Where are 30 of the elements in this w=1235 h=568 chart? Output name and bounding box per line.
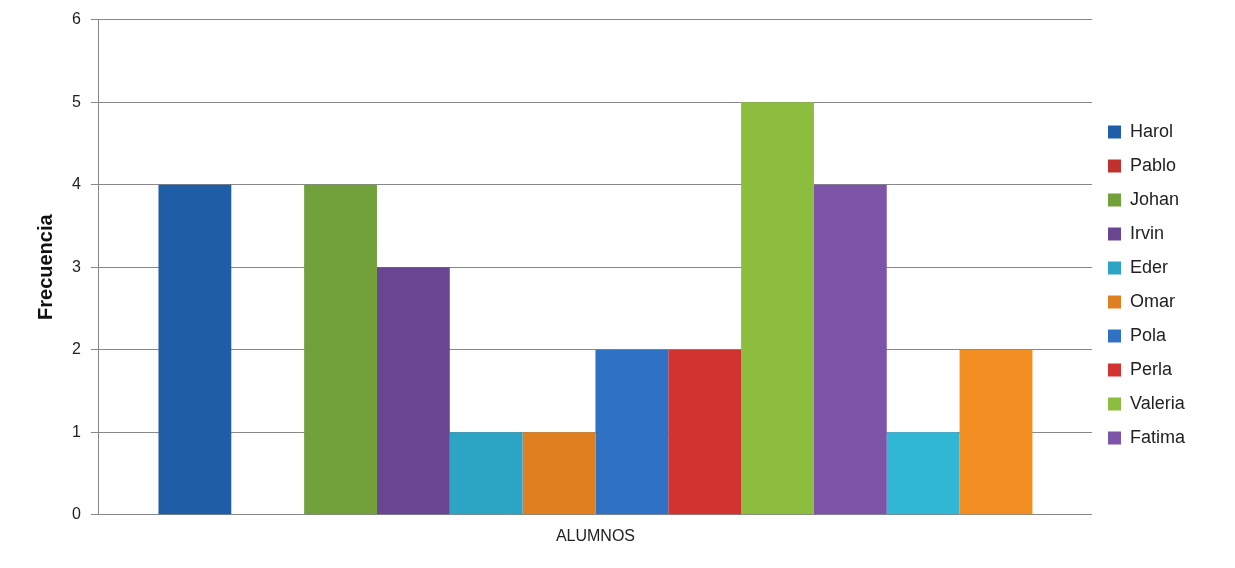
legend-label: Fatima (1129, 426, 1186, 447)
bar (522, 432, 596, 515)
legend-label: Pola (1129, 324, 1167, 345)
legend-label: Johan (1129, 188, 1180, 209)
y-tick-label: 6 (71, 10, 81, 28)
bar (376, 267, 450, 515)
legend-label: Omar (1129, 290, 1175, 311)
bar (741, 102, 814, 515)
y-tick-label: 1 (71, 422, 81, 440)
bar (668, 349, 742, 515)
bar (595, 349, 669, 515)
y-tick-label: 0 (71, 505, 81, 523)
legend-label: Irvin (1129, 222, 1164, 243)
bar (304, 184, 377, 515)
bar (813, 184, 887, 515)
bar (449, 432, 523, 515)
bar (158, 184, 232, 515)
y-axis-title: Frecuencia (33, 213, 56, 320)
legend-label: Perla (1129, 358, 1173, 379)
bar (959, 349, 1033, 515)
legend-label: Pablo (1129, 154, 1177, 175)
legend-label: Harol (1129, 120, 1173, 141)
legend-label: Eder (1129, 256, 1169, 277)
y-tick-label: 2 (71, 340, 81, 358)
bar (886, 432, 960, 515)
x-tick-label: ALUMNOS (555, 526, 636, 544)
legend-label: Valeria (1129, 392, 1186, 413)
y-tick-label: 4 (71, 175, 81, 193)
y-tick-label: 5 (71, 92, 81, 110)
y-tick-label: 3 (71, 257, 81, 275)
